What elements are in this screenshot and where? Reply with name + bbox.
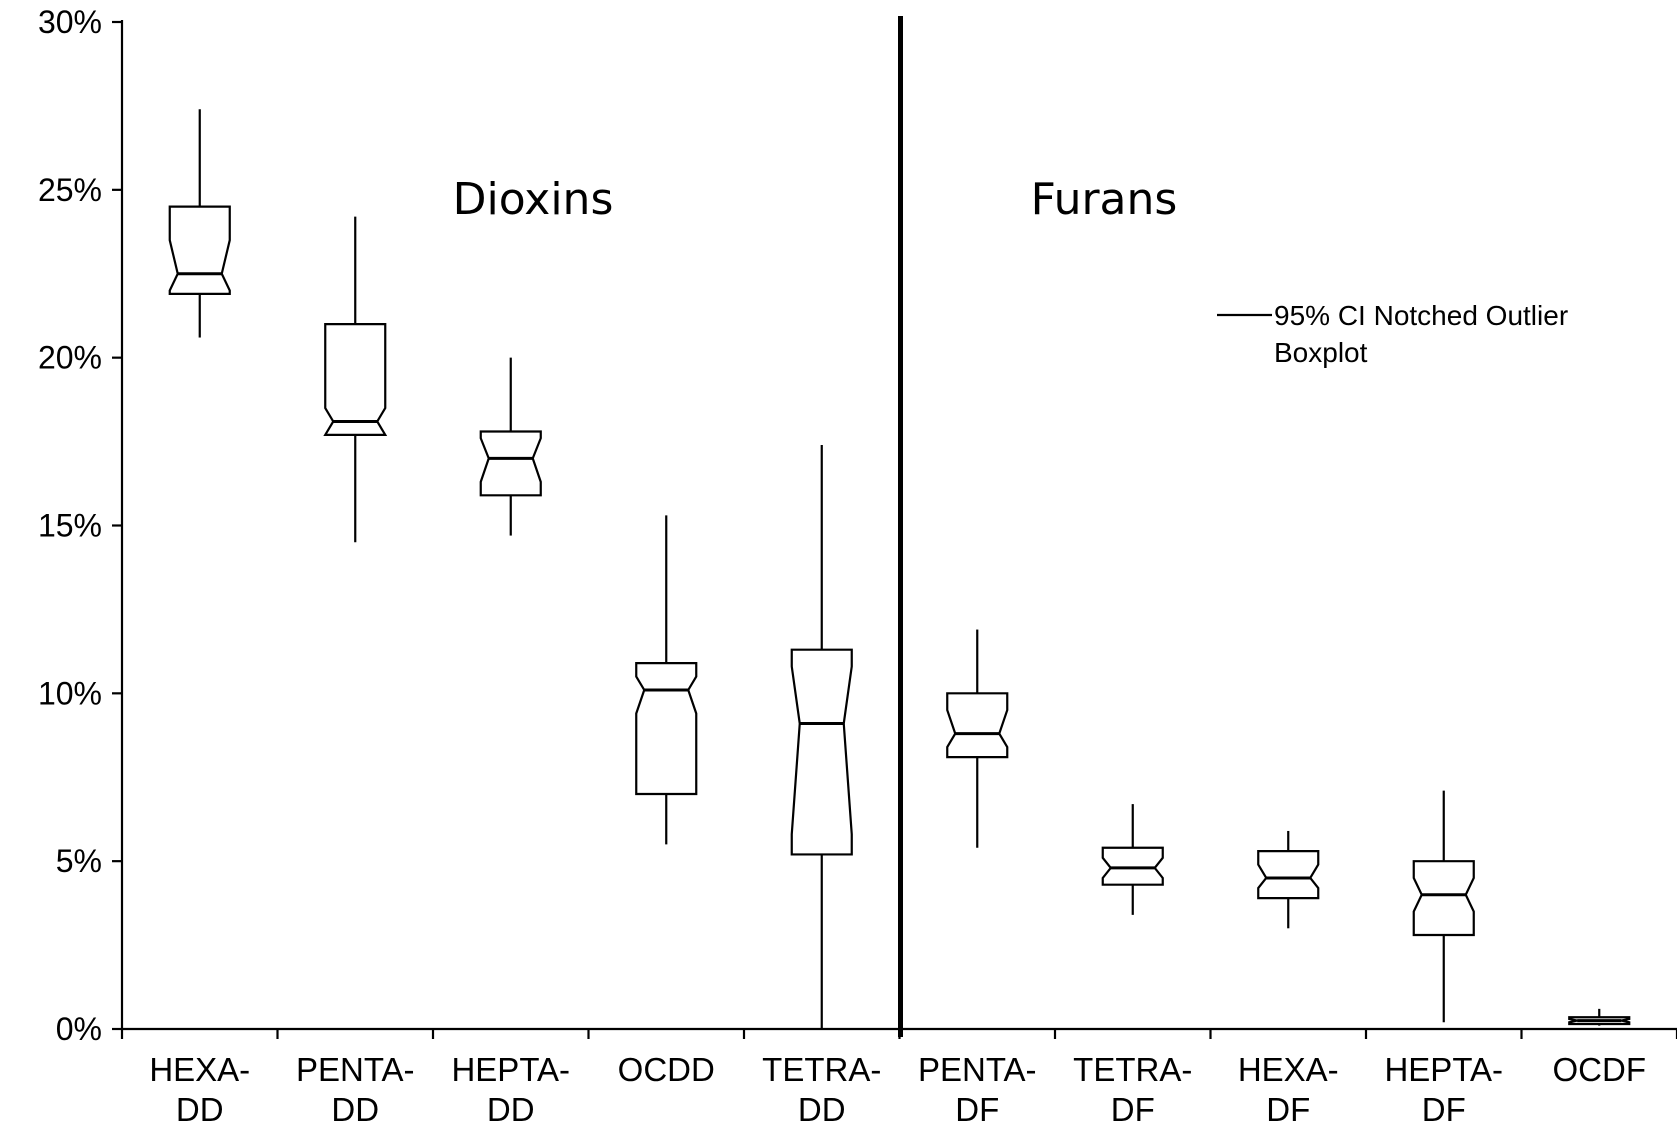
x-category-label-line2: DF — [955, 1091, 999, 1128]
box-heptadd — [479, 357, 542, 536]
x-category-label-line1: HEPTA- — [1384, 1051, 1503, 1088]
x-category-label-line2: DF — [1266, 1091, 1310, 1128]
box-ocdd — [635, 515, 698, 845]
y-axis: 0% 5% 10% 15% 20% 25% 30% — [38, 4, 124, 1047]
x-category-label-line2: DD — [798, 1091, 846, 1128]
y-tick-label: 25% — [38, 172, 102, 208]
notched-box — [479, 430, 542, 497]
box-hexadd — [168, 109, 231, 338]
box-heptadf — [1412, 790, 1475, 1023]
legend-label-line1: 95% CI Notched Outlier — [1274, 300, 1568, 331]
group-label-furans: Furans — [1031, 174, 1178, 225]
box-ocdf — [1568, 1008, 1631, 1026]
x-category-label-line1: OCDF — [1553, 1051, 1647, 1088]
box-pentadf — [946, 629, 1009, 848]
x-category-label-line1: TETRA- — [1073, 1051, 1192, 1088]
x-category-label-line2: DD — [487, 1091, 535, 1128]
x-category-label-line1: HEXA- — [1238, 1051, 1339, 1088]
x-category-label-line1: PENTA- — [918, 1051, 1037, 1088]
legend-label-line2: Boxplot — [1274, 337, 1368, 368]
boxplot-series — [168, 109, 1631, 1029]
y-tick-label: 10% — [38, 675, 102, 711]
x-category-label-line2: DD — [331, 1091, 379, 1128]
y-tick-label: 5% — [56, 843, 102, 879]
notched-box — [168, 205, 231, 295]
x-category-label-line1: OCDD — [618, 1051, 715, 1088]
x-category-label-line1: HEXA- — [149, 1051, 250, 1088]
notched-box — [946, 692, 1009, 759]
notched-box — [790, 648, 853, 856]
box-hexadf — [1257, 830, 1320, 929]
group-label-dioxins: Dioxins — [453, 174, 614, 225]
box-pentadd — [323, 216, 388, 543]
x-category-label-line2: DF — [1111, 1091, 1155, 1128]
legend: 95% CI Notched Outlier Boxplot — [1217, 300, 1568, 368]
notched-box — [1412, 860, 1475, 937]
x-category-label-line1: PENTA- — [296, 1051, 415, 1088]
y-tick-label: 30% — [38, 4, 102, 40]
x-category-label-line2: DF — [1422, 1091, 1466, 1128]
box-tetradf — [1101, 804, 1164, 915]
notched-box — [1101, 846, 1164, 886]
notched-box — [1257, 849, 1320, 900]
y-tick-label: 15% — [38, 508, 102, 544]
x-category-label-line2: DD — [176, 1091, 224, 1128]
notched-box — [635, 662, 698, 796]
y-tick-label: 20% — [38, 340, 102, 376]
x-category-label-line1: TETRA- — [762, 1051, 881, 1088]
notched-box — [323, 323, 388, 436]
box-tetradd — [790, 444, 853, 1029]
y-tick-label: 0% — [56, 1011, 102, 1047]
x-category-label-line1: HEPTA- — [451, 1051, 570, 1088]
